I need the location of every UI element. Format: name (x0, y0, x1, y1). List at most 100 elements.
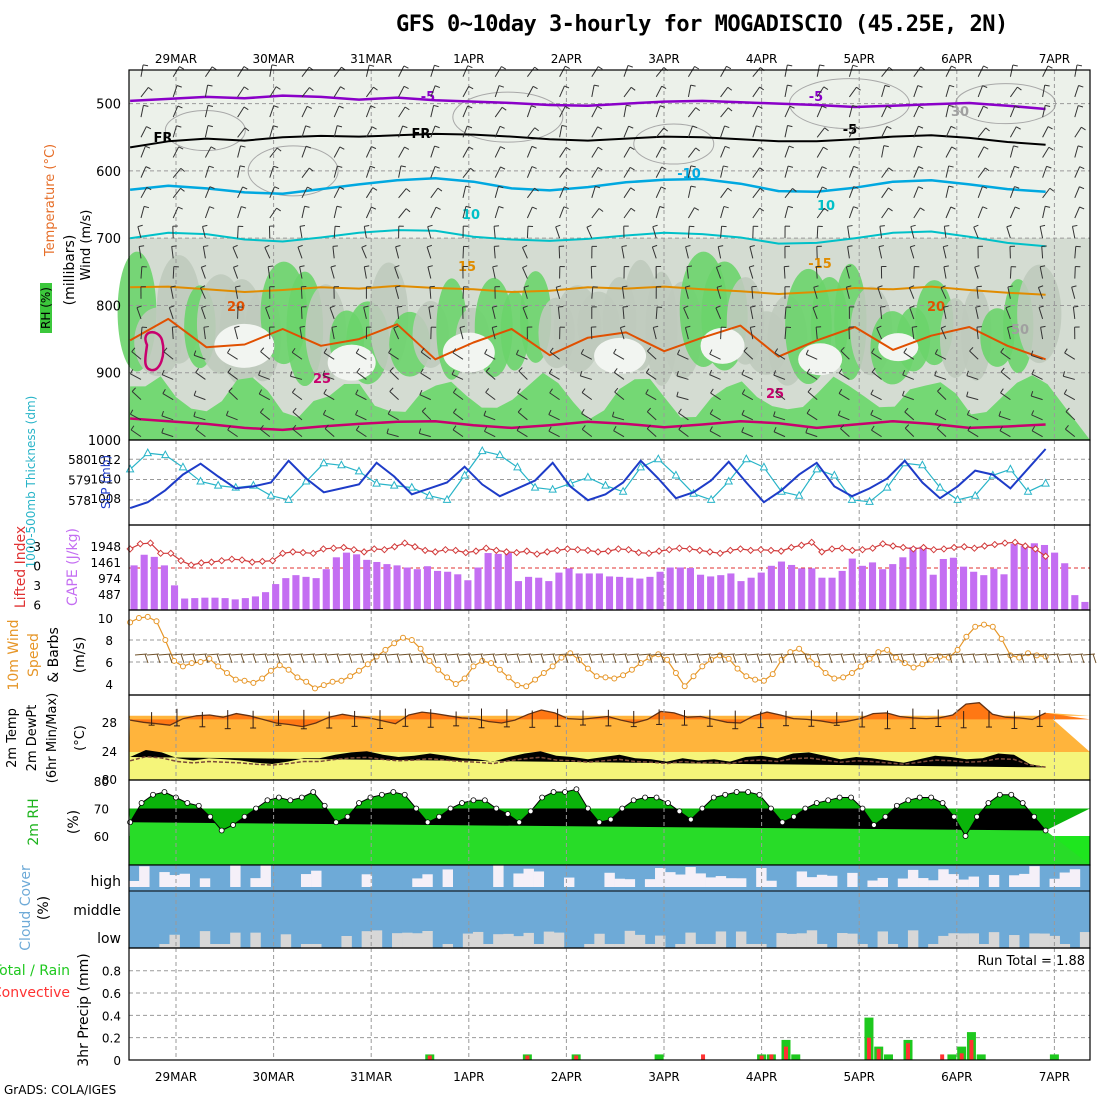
pressure-tick-label: 900 (96, 367, 121, 382)
wind-barb-staff (1074, 206, 1081, 219)
wind-barb-flag (726, 65, 732, 70)
cloud-high-bar (361, 874, 373, 887)
wind-barb-staff (902, 374, 914, 380)
wind-barb-flag (1000, 347, 1005, 353)
wind-barb-staff (204, 206, 210, 219)
wind-barb-flag (1013, 145, 1019, 148)
wind-barb-staff (717, 246, 722, 259)
cloud-high-bar (230, 865, 241, 887)
cape-label: CAPE (J/kg) (65, 528, 81, 606)
cloud-high-bar (139, 866, 150, 887)
wind-barb-staff (870, 393, 882, 401)
wind-barb-flag (723, 205, 729, 209)
wind-barb-staff (1074, 126, 1082, 138)
wind-barb-flag (759, 167, 765, 172)
wind-barb-staff (881, 126, 888, 138)
wind-barb-staff (453, 412, 464, 421)
wind-barb-flag (145, 166, 151, 170)
wind-barb-staff (752, 86, 761, 98)
wind-barb-staff (686, 266, 689, 279)
wind-barb-staff (1071, 226, 1076, 239)
wind-barb-flag (1005, 305, 1011, 309)
wind-barb-staff (237, 106, 245, 118)
wind-barb-staff (204, 166, 210, 178)
wind-speed-marker (540, 670, 547, 676)
lifted-index-marker (279, 549, 287, 558)
rh2m-tick-label: 80 (94, 775, 109, 789)
wind-barb-flag (775, 387, 780, 393)
thickness-marker (953, 494, 962, 503)
cape-tick-label: 974 (98, 572, 121, 586)
wind-barb-staff (258, 374, 270, 380)
wind-barb-flag (694, 66, 700, 70)
cape-bar (767, 565, 775, 610)
wind-barb-flag (1076, 64, 1083, 67)
thickness-marker (724, 476, 734, 485)
cape-bar (868, 562, 877, 610)
contour-label: 25 (766, 387, 784, 402)
wind-speed-marker (681, 683, 688, 690)
wind-barb-staff (683, 307, 689, 320)
millibars-label: (millibars) (62, 235, 78, 306)
lifted-index-marker (614, 545, 623, 553)
wind-barb-staff (172, 266, 175, 279)
cloud-low-bar (624, 930, 636, 948)
wind-barb-flag (500, 146, 506, 150)
wind-barb-staff (365, 206, 372, 219)
wind-barb-staff (1009, 166, 1015, 178)
wind-barb-staff (709, 374, 721, 380)
wind-barb-staff (975, 307, 979, 320)
precip-bar-convective (759, 1055, 764, 1060)
rh2m-marker (813, 800, 820, 806)
wind-barb-staff (172, 206, 179, 219)
lifted-index-marker (502, 548, 511, 556)
wind-barb-flag (969, 347, 974, 352)
slp-line (129, 448, 1047, 510)
wind-tick-label: 4 (105, 678, 113, 692)
wind10m-barb-flag (468, 653, 473, 664)
wind-barb-flag (371, 206, 377, 210)
cape-bar (555, 572, 563, 610)
lifted-index-marker (930, 545, 938, 554)
lifted-index-marker (1001, 539, 1009, 547)
wind-barb-staff (1039, 266, 1044, 279)
wind-barb-flag (225, 410, 229, 416)
wind-barb-staff (494, 66, 502, 77)
cape-bar (757, 572, 765, 610)
wind-barb-flag (983, 146, 989, 150)
cloud-high-bar (422, 874, 433, 887)
wind-barb-flag (870, 409, 874, 415)
rh2m-marker (321, 802, 328, 809)
wind-barb-staff (1041, 246, 1044, 259)
cloud-high-bar (533, 871, 545, 887)
wind10m-barb-flag (540, 653, 545, 664)
cape-bar (818, 577, 826, 610)
wind-barb-staff (591, 126, 599, 138)
wind-barb-staff (848, 206, 854, 219)
wind-barb-staff (623, 87, 632, 98)
wind-barb-staff (299, 226, 303, 239)
wind-barb-staff (290, 375, 303, 380)
wind-barb-flag (260, 347, 265, 352)
wind-barb-staff (389, 391, 399, 401)
wind-barb-staff (879, 306, 883, 319)
rh2m-marker (985, 800, 992, 806)
wind-barb-staff (847, 246, 850, 259)
wind-barb-staff (421, 411, 432, 421)
wind-barb-flag (823, 86, 829, 90)
lifted-index-marker (1011, 538, 1019, 547)
wind-barb-flag (370, 165, 376, 169)
wind-barb-flag (840, 424, 845, 429)
wind-barb-flag (308, 167, 314, 172)
cape-bar (899, 557, 907, 610)
wind-barb-flag (1045, 104, 1051, 107)
wind-barb-staff (945, 105, 950, 118)
wind-speed-marker (461, 675, 468, 682)
cloud-low-bar (907, 930, 919, 948)
wind-barb-flag (564, 85, 570, 89)
wind-barb-staff (1031, 395, 1043, 401)
wind-barb-staff (581, 392, 593, 401)
wind-barb-flag (750, 325, 756, 328)
lifted-index-marker (991, 540, 999, 549)
wind-speed-marker (488, 660, 495, 667)
